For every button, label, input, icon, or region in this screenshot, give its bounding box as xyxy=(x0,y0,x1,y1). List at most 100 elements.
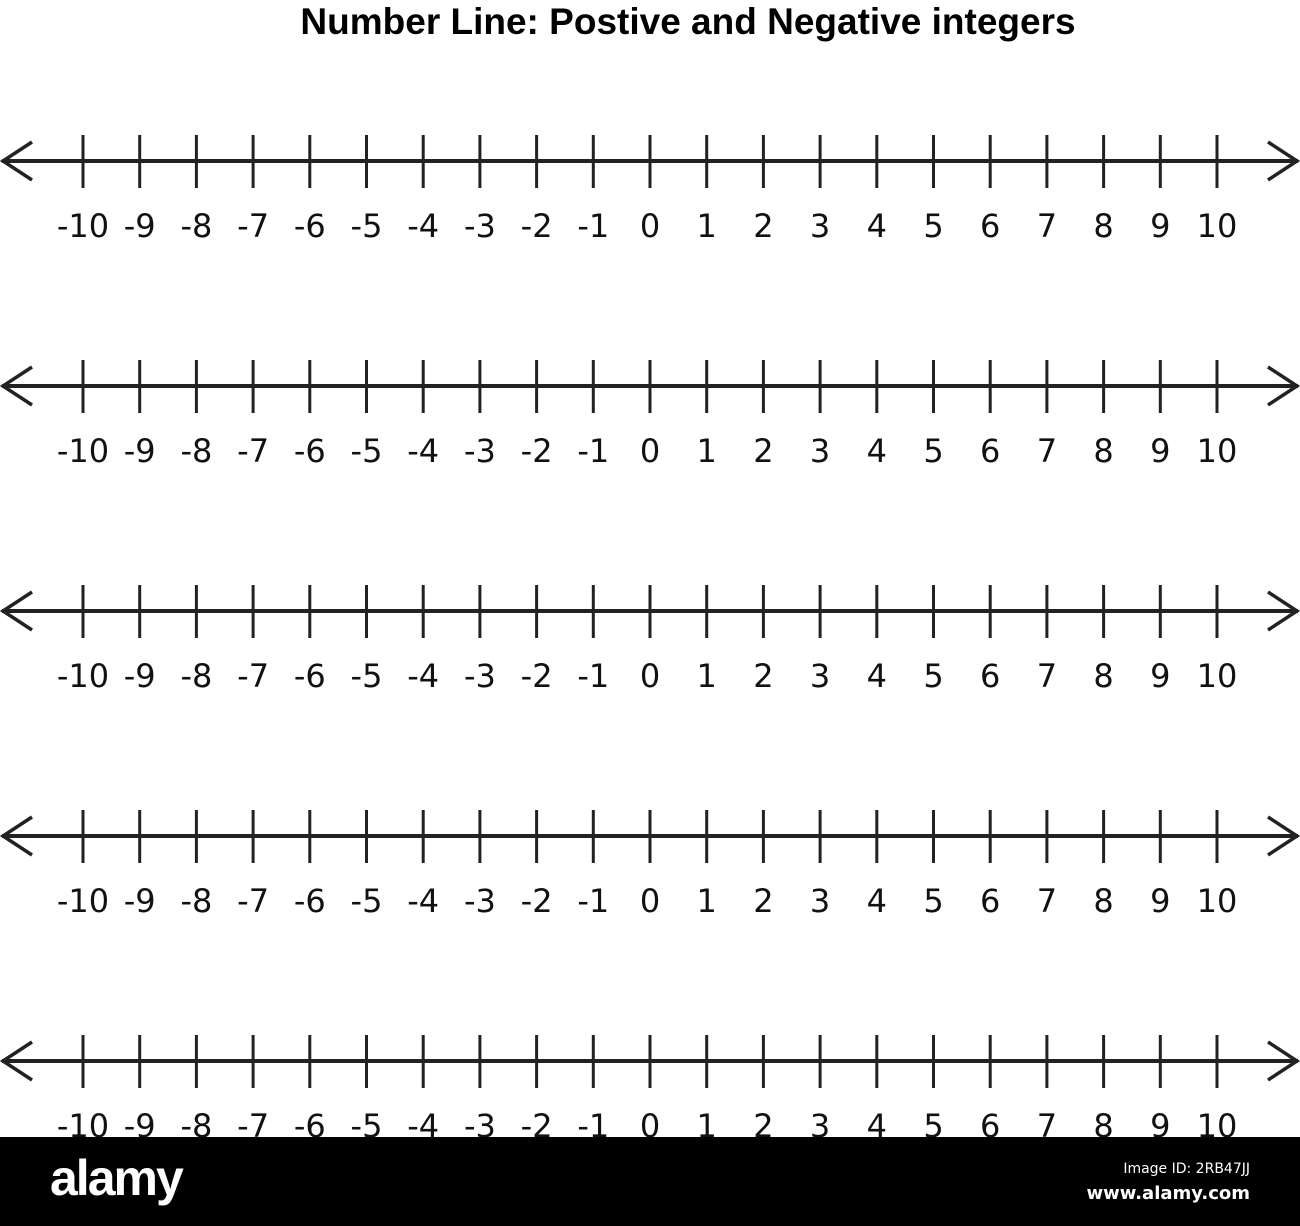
tick-label: 2 xyxy=(753,432,773,470)
tick-label: 4 xyxy=(867,207,887,245)
tick-label: 8 xyxy=(1093,207,1113,245)
tick-label: 5 xyxy=(923,207,943,245)
tick-label: 7 xyxy=(1037,657,1057,695)
right-arrow-icon xyxy=(1267,365,1300,407)
tick-label: 7 xyxy=(1037,1107,1057,1137)
tick-label: -3 xyxy=(464,882,496,920)
tick-label: 6 xyxy=(980,657,1000,695)
watermark-footer: alamy Image ID: 2RB47JJ www.alamy.com xyxy=(0,1137,1300,1226)
image-id: Image ID: 2RB47JJ xyxy=(1123,1161,1250,1177)
tick-label: 8 xyxy=(1093,882,1113,920)
tick-label: -4 xyxy=(407,657,439,695)
number-line: -10 -9 -8 -7 -6 -5 -4 -3 -2 -1 0 1 2 3 4 5 6 7 8 9 10 xyxy=(0,810,1300,920)
tick-label: 6 xyxy=(980,882,1000,920)
tick-label: -8 xyxy=(180,1107,212,1137)
alamy-logo: alamy xyxy=(50,1150,184,1206)
tick-label: 5 xyxy=(923,432,943,470)
tick-label: -1 xyxy=(577,1107,609,1137)
tick-label: -3 xyxy=(464,657,496,695)
tick-label: 4 xyxy=(867,882,887,920)
tick-label: 0 xyxy=(640,882,660,920)
tick-label: -9 xyxy=(124,657,156,695)
right-arrow-icon xyxy=(1267,590,1300,632)
tick-label: -4 xyxy=(407,432,439,470)
tick-label: -5 xyxy=(351,432,383,470)
tick-label: -7 xyxy=(237,657,269,695)
tick-label: 10 xyxy=(1197,882,1238,920)
tick-label: -8 xyxy=(180,882,212,920)
tick-label: 3 xyxy=(810,207,830,245)
tick-label: -10 xyxy=(57,657,109,695)
tick-label: 6 xyxy=(980,1107,1000,1137)
tick-label: 3 xyxy=(810,432,830,470)
tick-label: -10 xyxy=(57,432,109,470)
tick-label: 1 xyxy=(697,432,717,470)
tick-label: -2 xyxy=(521,882,553,920)
left-arrow-icon xyxy=(0,815,33,857)
tick-label: 0 xyxy=(640,207,660,245)
tick-label: -8 xyxy=(180,207,212,245)
tick-label: -6 xyxy=(294,657,326,695)
tick-label: -4 xyxy=(407,207,439,245)
tick-label: -1 xyxy=(577,882,609,920)
tick-label: 9 xyxy=(1150,882,1170,920)
tick-label: -3 xyxy=(464,432,496,470)
right-arrow-icon xyxy=(1267,140,1300,182)
tick-label: 0 xyxy=(640,1107,660,1137)
tick-label: 10 xyxy=(1197,432,1238,470)
tick-label: -9 xyxy=(124,882,156,920)
tick-label: 7 xyxy=(1037,432,1057,470)
tick-label: -3 xyxy=(464,1107,496,1137)
tick-label: -9 xyxy=(124,432,156,470)
tick-label: 10 xyxy=(1197,1107,1238,1137)
number-line: -10 -9 -8 -7 -6 -5 -4 -3 -2 -1 0 1 2 3 4 5 6 7 8 9 10 xyxy=(0,135,1300,245)
tick-label: 7 xyxy=(1037,882,1057,920)
tick-label: 9 xyxy=(1150,207,1170,245)
right-arrow-icon xyxy=(1267,1040,1300,1082)
tick-label: -7 xyxy=(237,1107,269,1137)
number-lines: -10 -9 -8 -7 -6 -5 -4 -3 -2 -1 0 1 2 3 4 5 6 7 8 9 10-10 -9 -8… xyxy=(0,135,1300,1137)
tick-label: 9 xyxy=(1150,1107,1170,1137)
tick-label: 5 xyxy=(923,882,943,920)
left-arrow-icon xyxy=(0,590,33,632)
tick-label: -10 xyxy=(57,1107,109,1137)
tick-label: -7 xyxy=(237,207,269,245)
tick-label: 9 xyxy=(1150,657,1170,695)
tick-label: -10 xyxy=(57,882,109,920)
tick-label: -2 xyxy=(521,432,553,470)
tick-label: -2 xyxy=(521,1107,553,1137)
tick-label: 3 xyxy=(810,657,830,695)
tick-label: -1 xyxy=(577,207,609,245)
tick-label: 2 xyxy=(753,1107,773,1137)
tick-label: -4 xyxy=(407,882,439,920)
tick-label: 10 xyxy=(1197,207,1238,245)
tick-label: -2 xyxy=(521,657,553,695)
number-line: -10 -9 -8 -7 -6 -5 -4 -3 -2 -1 0 1 2 3 4 5 6 7 8 9 10 xyxy=(0,360,1300,470)
tick-label: -1 xyxy=(577,657,609,695)
tick-label: 3 xyxy=(810,1107,830,1137)
tick-label: 6 xyxy=(980,207,1000,245)
tick-label: 0 xyxy=(640,657,660,695)
tick-label: -10 xyxy=(57,207,109,245)
left-arrow-icon xyxy=(0,365,33,407)
number-line: -10 -9 -8 -7 -6 -5 -4 -3 -2 -1 0 1 2 3 4 5 6 7 8 9 10 xyxy=(0,1035,1300,1137)
tick-label: -9 xyxy=(124,207,156,245)
tick-label: 1 xyxy=(697,1107,717,1137)
site-url: www.alamy.com xyxy=(1086,1183,1250,1204)
tick-label: 5 xyxy=(923,1107,943,1137)
page-title: Number Line: Postive and Negative intege… xyxy=(300,1,1076,42)
tick-label: -5 xyxy=(351,1107,383,1137)
tick-label: 1 xyxy=(697,657,717,695)
tick-label: -5 xyxy=(351,882,383,920)
tick-label: -6 xyxy=(294,1107,326,1137)
tick-label: 1 xyxy=(697,207,717,245)
tick-label: 2 xyxy=(753,207,773,245)
tick-label: -7 xyxy=(237,882,269,920)
tick-label: 1 xyxy=(697,882,717,920)
number-line: -10 -9 -8 -7 -6 -5 -4 -3 -2 -1 0 1 2 3 4 5 6 7 8 9 10 xyxy=(0,585,1300,695)
tick-label: 8 xyxy=(1093,432,1113,470)
tick-label: 5 xyxy=(923,657,943,695)
tick-label: 10 xyxy=(1197,657,1238,695)
tick-label: -2 xyxy=(521,207,553,245)
tick-label: -5 xyxy=(351,207,383,245)
